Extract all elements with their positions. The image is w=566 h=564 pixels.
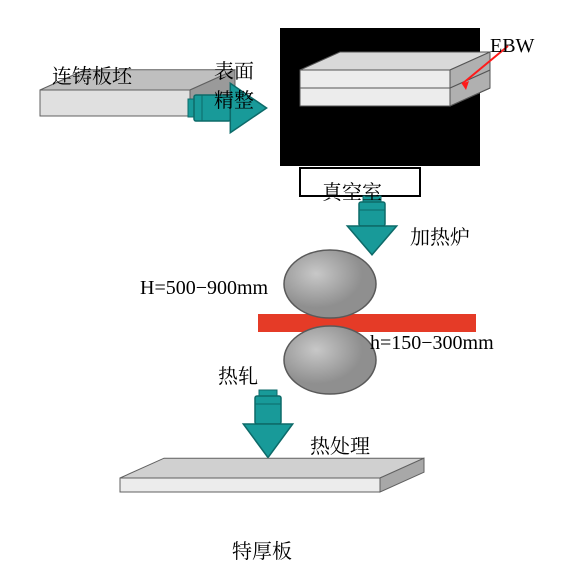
diagram-canvas: 连铸板坯 表面精整 EBW 真空室 加热炉 H=500−900mm h=150−…: [0, 0, 566, 554]
label-cc-slab: 连铸板坯: [52, 60, 132, 89]
label-furnace: 加热炉: [410, 221, 470, 250]
label-h-big: H=500−900mm: [140, 277, 268, 300]
label-surface: 表面精整: [214, 55, 254, 113]
label-h-small: h=150−300mm: [370, 332, 494, 355]
label-thick-plate: 特厚板: [232, 535, 292, 564]
label-ebw: EBW: [490, 35, 534, 58]
label-heat-treat: 热处理: [310, 430, 370, 459]
label-vacuum: 真空室: [322, 176, 382, 205]
label-hot-roll: 热轧: [218, 360, 258, 389]
